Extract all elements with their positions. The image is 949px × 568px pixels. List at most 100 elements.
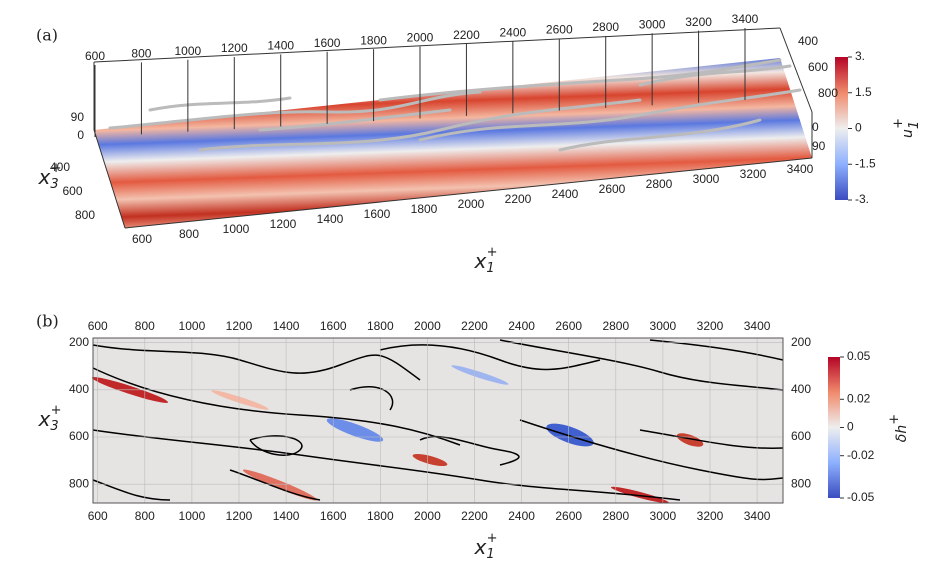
colorbar-tick-label: -0.02 (847, 448, 875, 462)
x-tick-label: 3400 (732, 12, 759, 26)
x-tick-label: 2400 (508, 509, 535, 523)
x-tick-label: 2800 (602, 319, 629, 333)
x-tick-label: 3400 (744, 319, 771, 333)
axis-label-sub: 1 (486, 547, 494, 562)
x-tick-label: 3200 (697, 509, 724, 523)
x-tick-label: 2600 (555, 509, 582, 523)
colorbar-tick-label: 3. (855, 49, 865, 63)
x-tick-label: 1000 (179, 509, 206, 523)
y-tick-label: 0 (812, 120, 819, 134)
axis-label-base: δh (894, 425, 910, 442)
axis-label-sup: + (891, 118, 906, 129)
z-tick-label: 400 (50, 160, 70, 174)
axis-label-base: x (473, 249, 486, 273)
x-tick-label: 1000 (175, 44, 202, 58)
x-tick-label: 800 (131, 47, 151, 61)
axis-label-sup: + (51, 403, 62, 418)
y-tick-label: 200 (791, 335, 811, 349)
x-tick-label: 800 (179, 227, 199, 241)
axis-label: x3+ (37, 161, 61, 192)
z-tick-label: 600 (808, 60, 828, 74)
x-tick-label: 1200 (226, 319, 253, 333)
x-tick-label: 1600 (364, 207, 391, 221)
axis-label-sub: 3 (50, 177, 58, 192)
y-tick-label: 800 (791, 476, 811, 490)
x-tick-label: 1400 (273, 319, 300, 333)
x-tick-label: 1800 (360, 33, 387, 47)
x-tick-label: 800 (135, 319, 155, 333)
axis-label-base: u (900, 129, 916, 138)
panel-b (91, 338, 840, 504)
axis-label: x1+ (473, 245, 497, 276)
axis-label: δh+ (887, 414, 911, 442)
x-tick-label: 1200 (270, 217, 297, 231)
x-tick-label: 1600 (320, 319, 347, 333)
x-tick-label: 2800 (602, 509, 629, 523)
x-tick-label: 3000 (650, 319, 677, 333)
x-tick-label: 600 (132, 232, 152, 246)
axis-label-sub: 3 (50, 419, 58, 434)
x-tick-label: 1200 (221, 41, 248, 55)
colorbar-tick-label: 0 (847, 420, 854, 434)
z-tick-label: 800 (818, 86, 838, 100)
x-tick-label: 2200 (453, 28, 480, 42)
axis-label-base: x (37, 407, 50, 431)
colorbar (835, 57, 848, 200)
x-tick-label: 3000 (639, 17, 666, 31)
x-tick-label: 1600 (320, 509, 347, 523)
x-tick-label: 2200 (461, 319, 488, 333)
axis-label: x3+ (37, 403, 61, 434)
panel-label: (a) (36, 26, 58, 45)
panel-label: (b) (36, 312, 59, 331)
x-tick-label: 1200 (226, 509, 253, 523)
plot-area (93, 338, 783, 503)
colorbar-tick-label: -3. (855, 192, 869, 206)
colorbar-tick-label: -0.05 (847, 490, 875, 504)
x-tick-label: 2600 (546, 23, 573, 37)
y-tick-label: 0 (77, 128, 84, 142)
x-tick-label: 2400 (500, 25, 527, 39)
x-tick-label: 600 (88, 509, 108, 523)
x-tick-label: 3200 (685, 15, 712, 29)
x-tick-label: 3200 (697, 319, 724, 333)
x-tick-label: 2800 (592, 20, 619, 34)
x-tick-label: 1000 (179, 319, 206, 333)
z-tick-label: 400 (798, 34, 818, 48)
x-tick-label: 2600 (555, 319, 582, 333)
y-tick-label: 600 (69, 429, 89, 443)
x-tick-label: 2400 (552, 187, 579, 201)
y-tick-label: 400 (69, 382, 89, 396)
x-tick-label: 3000 (693, 172, 720, 186)
x-tick-label: 1400 (273, 509, 300, 523)
x-tick-label: 2000 (414, 319, 441, 333)
x-tick-label: 3000 (650, 509, 677, 523)
x-tick-label: 1000 (223, 222, 250, 236)
axis-label-base: x (473, 535, 486, 559)
x-tick-label: 600 (85, 49, 105, 63)
x-tick-label: 2000 (407, 31, 434, 45)
x-tick-label: 800 (135, 509, 155, 523)
velocity-field (94, 58, 812, 228)
y-tick-label: 400 (791, 382, 811, 396)
x-tick-label: 1800 (411, 202, 438, 216)
axis-label-base: x (37, 165, 50, 189)
z-tick-label: 800 (75, 208, 95, 222)
x-tick-label: 2200 (505, 192, 532, 206)
x-tick-label: 2600 (599, 182, 626, 196)
x-tick-label: 1600 (314, 36, 341, 50)
x-tick-label: 1800 (367, 509, 394, 523)
z-tick-label: 600 (62, 184, 82, 198)
x-tick-label: 2000 (414, 509, 441, 523)
x-tick-label: 2400 (508, 319, 535, 333)
axis-label-sup: + (487, 245, 498, 260)
panel-a (93, 27, 848, 229)
axis-label: x1+ (473, 531, 497, 562)
y-tick-label: 800 (69, 476, 89, 490)
axis-label-sub: 1 (486, 261, 494, 276)
colorbar-tick-label: 0.02 (847, 391, 871, 405)
colorbar-tick-label: -1.5 (855, 156, 876, 170)
x-tick-label: 1400 (267, 39, 294, 53)
x-tick-label: 1400 (317, 212, 344, 226)
x-tick-label: 600 (88, 319, 108, 333)
